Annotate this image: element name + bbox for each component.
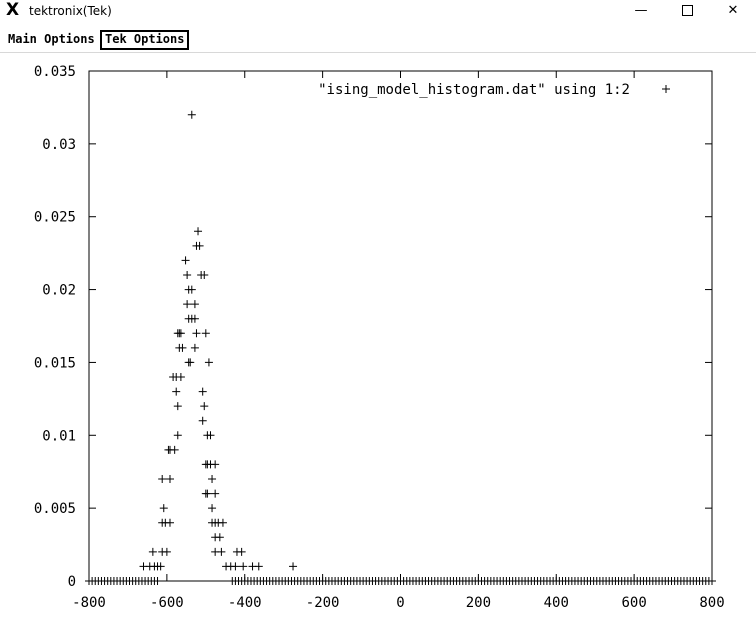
data-point: [183, 300, 192, 309]
y-tick-label: 0.03: [42, 137, 76, 153]
maximize-icon: [681, 5, 693, 16]
data-point: [192, 329, 201, 338]
data-point: [156, 562, 165, 571]
close-button[interactable]: ✕: [710, 0, 756, 22]
data-point: [159, 504, 168, 513]
legend-label: "ising_model_histogram.dat" using 1:2: [318, 82, 630, 98]
data-point: [187, 110, 196, 119]
data-point: [254, 562, 263, 571]
y-tick-label: 0.02: [42, 283, 76, 299]
x-tick-label: 200: [466, 595, 491, 611]
x-tick-label: 0: [396, 595, 404, 611]
minimize-button[interactable]: —: [618, 0, 664, 22]
data-point: [172, 387, 181, 396]
y-tick-label: 0.005: [34, 501, 76, 517]
plot-frame: [88, 70, 713, 582]
data-point: [203, 489, 212, 498]
y-tick-label: 0.015: [34, 355, 76, 371]
data-point: [198, 416, 207, 425]
data-point: [183, 271, 192, 279]
maximize-button[interactable]: [664, 0, 710, 22]
data-point: [162, 547, 171, 556]
legend-marker: [662, 85, 670, 93]
y-tick-label: 0.025: [34, 210, 76, 226]
data-point: [148, 547, 157, 556]
x-tick-label: -800: [72, 595, 106, 611]
data-point: [165, 518, 174, 527]
data-point: [176, 373, 185, 381]
data-point: [289, 562, 298, 571]
minimize-icon: —: [634, 3, 648, 18]
x-tick-label: -400: [228, 595, 262, 611]
x-tick-label: 600: [621, 595, 646, 611]
data-point: [178, 343, 187, 352]
x-tick-label: -600: [150, 595, 184, 611]
y-tick-label: 0.01: [42, 428, 76, 444]
data-point: [239, 562, 248, 571]
tek-options-menu[interactable]: Tek Options: [100, 30, 190, 50]
plot-area: -800 -600 -400 -200 0 200 400 600 800 0 0.005 0.01 0…: [0, 52, 756, 622]
data-point: [198, 387, 207, 396]
data-point: [708, 577, 716, 585]
data-point: [231, 562, 240, 571]
x-tick-label: -200: [306, 595, 340, 611]
data-point: [215, 533, 224, 542]
data-point: [217, 547, 226, 556]
data-point: [187, 285, 196, 294]
data-point: [204, 358, 213, 367]
data-point: [181, 256, 190, 265]
main-options-menu[interactable]: Main Options: [8, 32, 95, 46]
data-point: [208, 475, 217, 483]
window-title: tektronix(Tek): [29, 4, 112, 18]
menu-bar: Main Options Tek Options: [0, 30, 756, 50]
data-point: [206, 431, 215, 440]
data-point: [186, 358, 195, 367]
data-point: [165, 475, 174, 483]
data-point: [211, 460, 220, 469]
data-point: [173, 431, 182, 440]
data-point: [195, 241, 204, 250]
data-point: [200, 271, 209, 279]
x-logo-icon: X: [6, 0, 20, 20]
data-point: [190, 343, 199, 352]
data-point: [211, 489, 220, 498]
data-point: [218, 518, 227, 527]
x-tick-label: 400: [544, 595, 569, 611]
x-tick-label: 800: [699, 595, 724, 611]
data-point: [201, 329, 210, 338]
data-point: [170, 445, 179, 454]
data-point: [200, 402, 209, 411]
data-point: [173, 402, 182, 411]
data-point: [190, 314, 199, 323]
data-point: [237, 547, 246, 556]
data-point: [176, 329, 185, 338]
title-bar: X tektronix(Tek) — ✕: [0, 0, 756, 22]
data-point: [158, 475, 167, 483]
close-icon: ✕: [727, 3, 739, 18]
data-point: [194, 227, 203, 236]
y-tick-label: 0.035: [34, 64, 76, 80]
data-point: [153, 577, 162, 585]
scatter-chart: -800 -600 -400 -200 0 200 400 600 800 0 0.005 0.01 0…: [34, 64, 725, 611]
data-point: [208, 504, 217, 513]
data-point: [190, 300, 199, 309]
y-tick-label: 0: [68, 574, 76, 590]
